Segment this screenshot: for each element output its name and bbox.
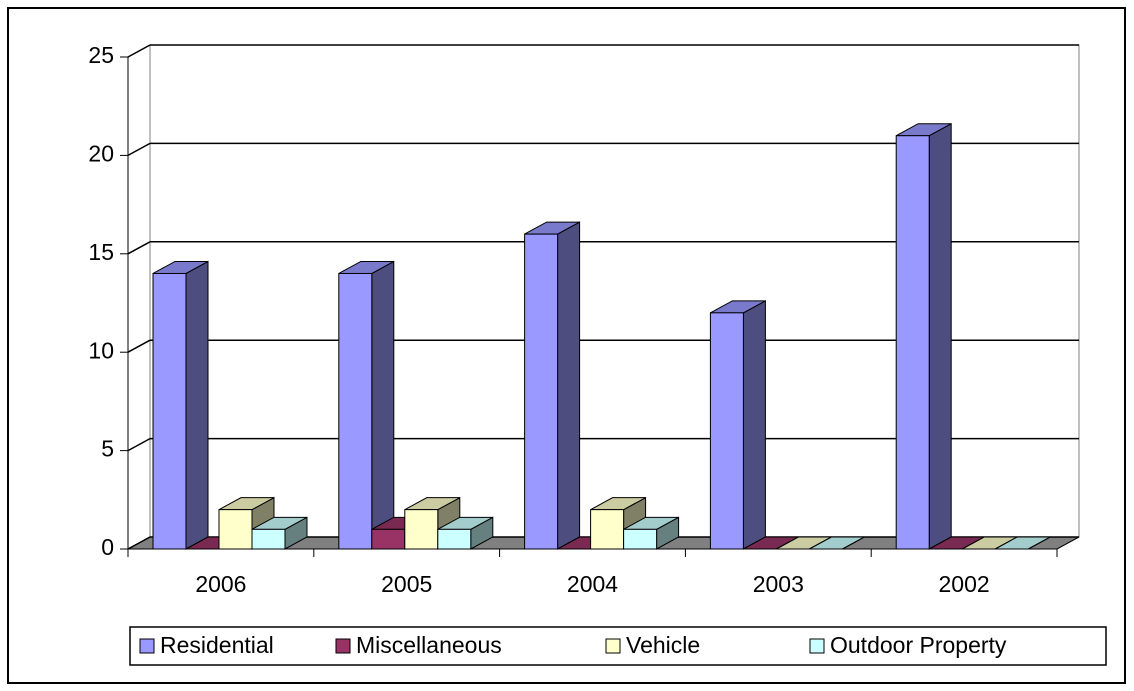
grid-line [127,44,151,58]
y-tick-label: 25 [88,42,114,68]
legend-swatch [605,638,621,654]
bar-side [928,122,952,550]
bar [437,528,472,550]
legend-label: Residential [160,632,274,658]
bar [895,135,930,550]
y-tick-label: 10 [88,337,114,363]
bar-top [994,536,1051,550]
legend-label: Vehicle [626,632,700,658]
x-tick-label: 2006 [195,571,246,597]
bar [371,528,406,550]
x-tick-label: 2003 [753,571,804,597]
bar [152,272,187,550]
y-tick-label: 0 [101,534,114,560]
legend-swatch [139,638,155,654]
grid-line [127,142,151,157]
grid-line [127,241,151,255]
bar [404,509,439,550]
grid-line [127,339,151,353]
x-tick-label: 2002 [939,571,990,597]
bar-side [185,260,209,550]
legend-swatch [335,638,351,654]
x-tick-label: 2004 [567,571,618,597]
x-tick-label: 2005 [381,571,432,597]
grid-line [127,437,151,452]
bar [623,528,658,550]
bar [338,272,373,550]
bar [590,509,625,550]
legend-label: Miscellaneous [356,632,502,658]
bar-side [557,221,581,550]
bar [524,233,559,550]
bar [218,509,253,550]
y-tick-label: 20 [88,140,114,166]
bar [251,528,286,550]
bar-side [742,299,766,550]
left-wall [127,44,151,550]
bar-side [371,260,395,550]
bar-top [809,536,865,550]
legend-swatch [809,638,825,654]
y-tick-label: 15 [88,239,114,265]
y-tick-label: 5 [101,436,114,462]
grid-line [127,536,151,550]
bar [709,312,744,550]
legend-label: Outdoor Property [830,632,1007,658]
